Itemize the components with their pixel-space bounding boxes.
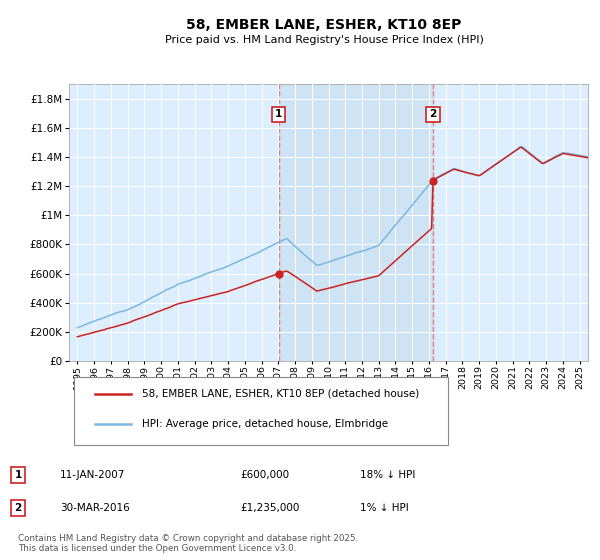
Text: 30-MAR-2016: 30-MAR-2016 [60, 503, 130, 513]
Text: 58, EMBER LANE, ESHER, KT10 8EP (detached house): 58, EMBER LANE, ESHER, KT10 8EP (detache… [142, 389, 419, 399]
Text: 1: 1 [14, 470, 22, 480]
Text: 58, EMBER LANE, ESHER, KT10 8EP: 58, EMBER LANE, ESHER, KT10 8EP [187, 18, 461, 32]
Text: 1: 1 [275, 110, 283, 119]
Text: £1,235,000: £1,235,000 [240, 503, 299, 513]
Text: 11-JAN-2007: 11-JAN-2007 [60, 470, 125, 480]
Bar [279, 84, 433, 361]
Text: Contains HM Land Registry data © Crown copyright and database right 2025.
This d: Contains HM Land Registry data © Crown c… [18, 534, 358, 553]
Text: Price paid vs. HM Land Registry's House Price Index (HPI): Price paid vs. HM Land Registry's House … [164, 35, 484, 45]
Text: 2: 2 [14, 503, 22, 513]
Text: 18% ↓ HPI: 18% ↓ HPI [360, 470, 415, 480]
FancyBboxPatch shape [74, 377, 448, 445]
Text: 2: 2 [430, 110, 437, 119]
Text: £600,000: £600,000 [240, 470, 289, 480]
Text: 1% ↓ HPI: 1% ↓ HPI [360, 503, 409, 513]
Text: HPI: Average price, detached house, Elmbridge: HPI: Average price, detached house, Elmb… [142, 419, 388, 429]
